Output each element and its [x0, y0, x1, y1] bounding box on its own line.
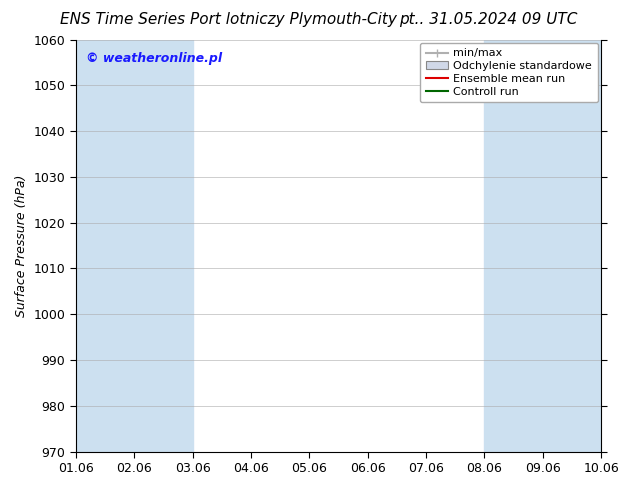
Text: ENS Time Series Port lotniczy Plymouth-City: ENS Time Series Port lotniczy Plymouth-C…	[60, 12, 397, 27]
Y-axis label: Surface Pressure (hPa): Surface Pressure (hPa)	[15, 174, 28, 317]
Bar	[484, 40, 601, 452]
Bar	[76, 40, 193, 452]
Text: pt.. 31.05.2024 09 UTC: pt.. 31.05.2024 09 UTC	[399, 12, 578, 27]
Text: © weatheronline.pl: © weatheronline.pl	[86, 52, 223, 65]
Legend: min/max, Odchylenie standardowe, Ensemble mean run, Controll run: min/max, Odchylenie standardowe, Ensembl…	[420, 43, 598, 102]
